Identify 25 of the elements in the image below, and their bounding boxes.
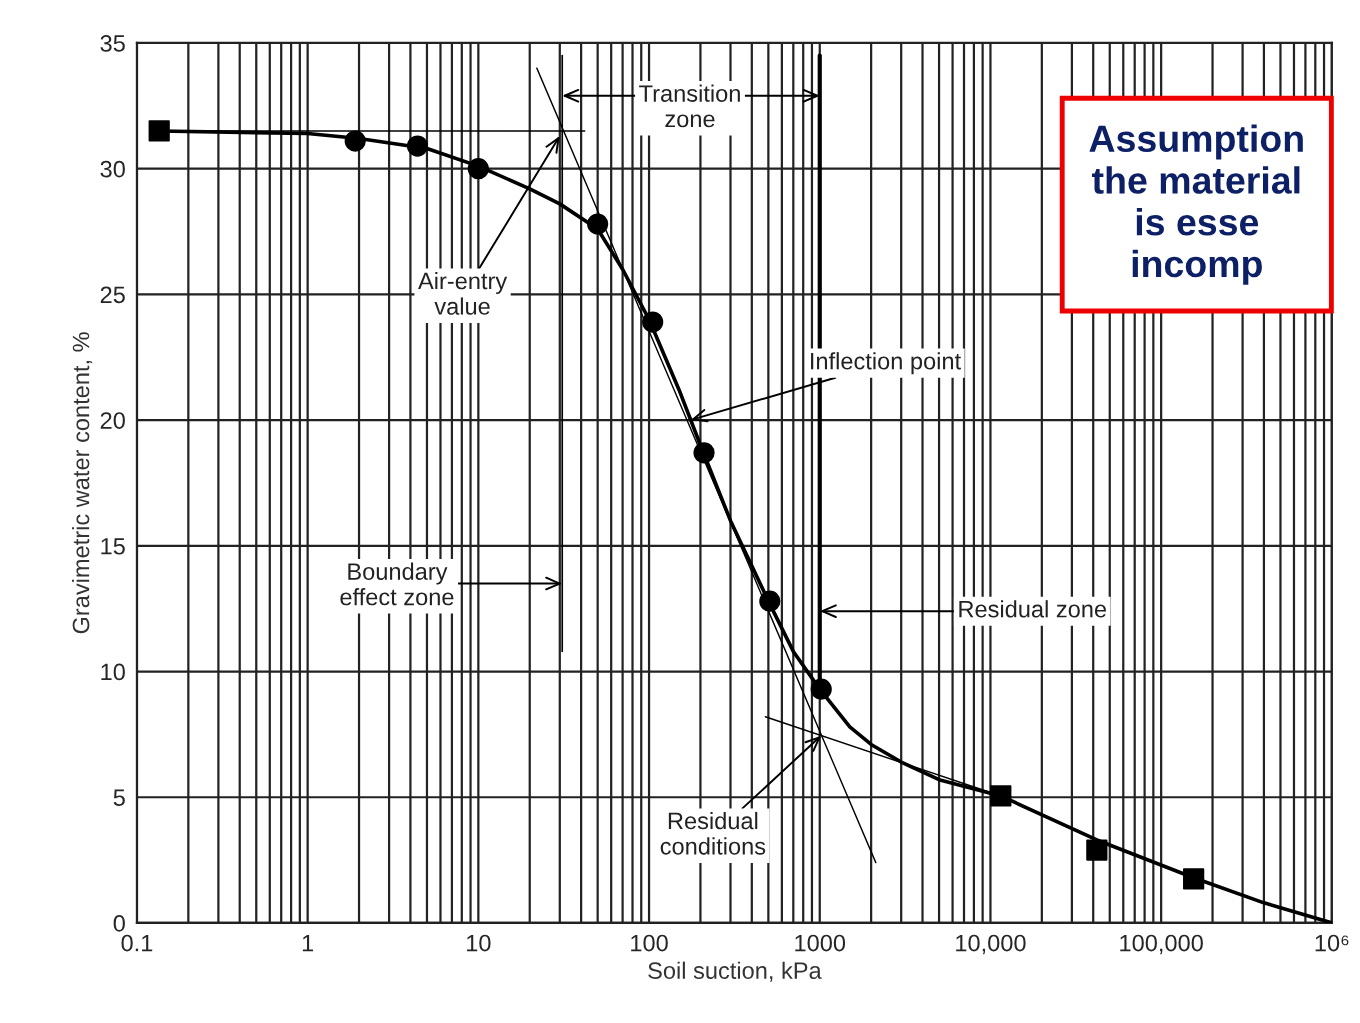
x-axis-title: Soil suction, kPa bbox=[648, 961, 822, 982]
x-tick-label: 0.1 bbox=[121, 934, 153, 952]
y-tick-label: 15 bbox=[101, 538, 125, 555]
y-tick-label: 0 bbox=[113, 915, 125, 932]
x-tick-label: 1000 bbox=[795, 934, 846, 952]
x-tick-label: 10 bbox=[467, 934, 491, 952]
y-tick-label: 25 bbox=[100, 286, 125, 304]
x-tick-label: 100,000 bbox=[1120, 934, 1203, 955]
annotation: Residual zone bbox=[959, 600, 1107, 618]
y-tick-label: 5 bbox=[113, 789, 125, 807]
x-tick-label: 10⁶ bbox=[1315, 934, 1349, 952]
y-axis-title: Gravimetric water content, % bbox=[72, 332, 93, 634]
x-tick-label: 100 bbox=[631, 934, 668, 952]
annotation: Air-entry value bbox=[418, 271, 508, 315]
annotation: Inflection point bbox=[811, 352, 961, 375]
y-tick-label: 10 bbox=[101, 663, 125, 681]
y-tick-label: 20 bbox=[100, 412, 125, 429]
y-tick-label: 30 bbox=[100, 160, 125, 178]
annotation: Residual conditions bbox=[660, 811, 766, 855]
y-tick-label: 35 bbox=[100, 35, 125, 52]
x-tick-label: 1 bbox=[302, 934, 314, 952]
annotation: Boundary effect zone bbox=[340, 562, 454, 606]
annotation: Transition zone bbox=[639, 84, 740, 128]
x-tick-label: 10,000 bbox=[956, 934, 1026, 955]
annotation: Assumption the material is esse incomp bbox=[1089, 124, 1303, 285]
